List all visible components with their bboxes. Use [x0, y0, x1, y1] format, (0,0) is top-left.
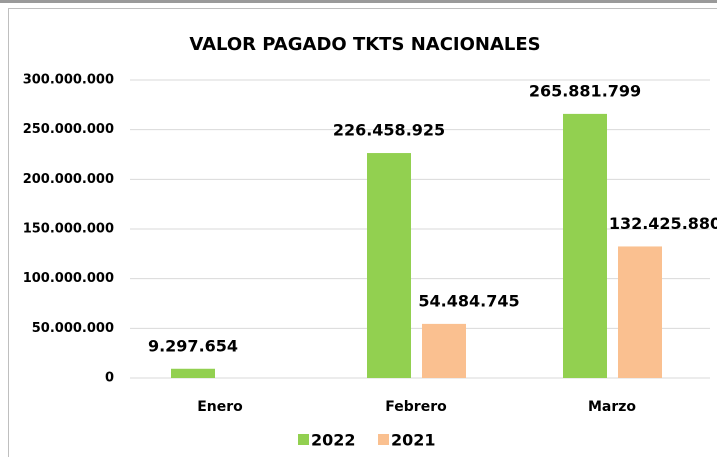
x-tick-label: Febrero — [385, 399, 447, 415]
bar — [422, 323, 466, 378]
data-label: 54.484.745 — [418, 291, 519, 310]
y-tick-label: 200.000.000 — [23, 172, 114, 187]
bar — [171, 368, 215, 378]
data-label: 226.458.925 — [333, 121, 445, 140]
y-tick-label: 0 — [105, 371, 114, 386]
x-tick-label: Enero — [197, 399, 243, 415]
data-label: 9.297.654 — [148, 336, 238, 355]
y-tick-label: 150.000.000 — [23, 222, 114, 237]
y-tick-label: 50.000.000 — [32, 321, 114, 336]
data-label: 132.425.880 — [609, 214, 717, 233]
bar — [367, 153, 411, 378]
window-edge — [0, 0, 717, 3]
chart-title: VALOR PAGADO TKTS NACIONALES — [189, 34, 540, 55]
x-tick-label: Marzo — [588, 399, 636, 415]
legend-label: 2022 — [311, 431, 356, 450]
y-tick-label: 100.000.000 — [23, 271, 114, 286]
data-label: 265.881.799 — [529, 81, 641, 100]
bar — [563, 113, 607, 378]
y-tick-label: 250.000.000 — [23, 122, 114, 137]
bar — [618, 246, 662, 378]
y-tick-label: 300.000.000 — [23, 73, 114, 88]
legend-label: 2021 — [391, 431, 436, 450]
legend-swatch — [378, 434, 389, 445]
legend-swatch — [298, 434, 309, 445]
